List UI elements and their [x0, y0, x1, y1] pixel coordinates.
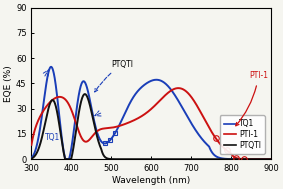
- X-axis label: Wavelength (nm): Wavelength (nm): [112, 176, 190, 185]
- Legend: TQ1, PTI-1, PTQTI: TQ1, PTI-1, PTQTI: [220, 115, 265, 154]
- Text: PTI-1: PTI-1: [236, 71, 268, 126]
- Text: TQ1: TQ1: [45, 133, 61, 143]
- Y-axis label: EQE (%): EQE (%): [4, 65, 13, 102]
- Text: PTQTI: PTQTI: [95, 60, 133, 92]
